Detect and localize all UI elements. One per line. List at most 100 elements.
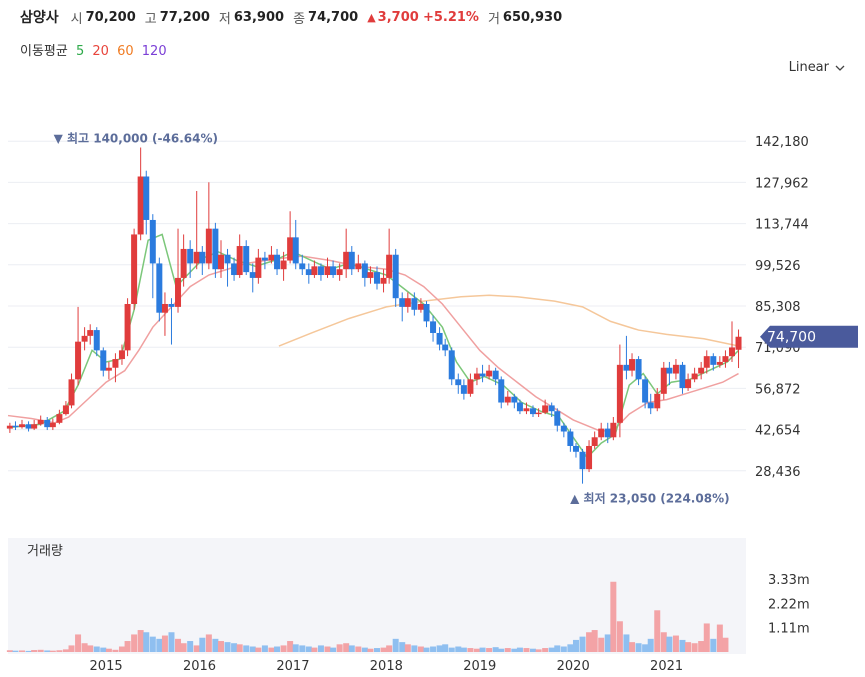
volume-bar [161,635,168,652]
candle-body [460,385,467,394]
high-label: 고 [144,11,157,27]
volume-bar [355,646,362,652]
volume-bar [436,645,443,652]
candle-body [217,254,224,270]
volume-bar [530,648,537,652]
volume-bar [629,642,636,652]
candle-body [392,254,399,299]
candle-body [205,228,212,264]
candle-body [716,361,723,365]
price-tick-label: 28,436 [755,465,801,480]
moving-average-lines [7,233,740,459]
candle-body [193,251,200,264]
time-tick-label: 2021 [650,659,683,674]
time-tick-label: 2015 [90,659,123,674]
candle-body [654,393,661,409]
candle-body [12,425,19,428]
volume-bar [672,635,679,652]
volume-bar [572,639,579,652]
candle-body [642,379,649,403]
volume-bar [243,645,250,652]
volume-label: 거 [487,11,500,27]
price-axis: 142,180127,962113,74499,52685,30871,0905… [755,135,809,480]
candle-body [386,254,393,278]
candle-body [542,405,549,413]
candle-body [105,367,112,371]
volume-bar [305,646,312,652]
candle-body [131,234,138,304]
volume-bar [255,647,262,652]
candle-body [156,263,163,313]
volume-bar [386,645,393,652]
candle-body [268,254,275,261]
min-price-annotation: ▲ 최저 23,050 (224.08%) [570,490,729,505]
volume-bar [44,650,51,652]
volume-bar [199,637,206,652]
candle-body [448,350,455,380]
candle-body [93,330,100,351]
volume-bar [716,624,723,652]
volume-bar [261,645,268,652]
volume-bar [49,650,56,652]
volume-bar [112,649,119,652]
time-tick-label: 2020 [557,659,590,674]
candle-body [374,272,380,284]
volume-bar [374,648,380,652]
volume-bar [193,645,200,652]
candle-body [586,445,593,470]
price-tick-label: 85,308 [755,300,801,315]
volume-tick-label: 2.22m [768,597,810,612]
time-axis: 2015 2016 2017 2018 2019 2020 2021 [90,659,684,674]
candle-body [317,266,324,276]
candle-body [137,176,144,235]
volume-bar [504,648,511,652]
volume-bar [180,643,187,652]
candle-body [548,405,555,412]
candle-body [417,303,424,310]
volume-bar [367,648,374,652]
candle-body [473,373,480,380]
candle-body [100,350,107,371]
volume-bar [217,641,224,652]
candle-body [6,425,13,429]
volume-bar [511,648,518,652]
scale-label: Linear [788,60,829,75]
price-tick-label: 113,744 [755,218,809,233]
ma60-line [278,294,739,347]
scale-selector[interactable]: Linear [789,60,845,75]
candle-body [698,367,705,374]
ma20-line [7,255,739,433]
candle-body [336,269,343,276]
ma5-legend-item[interactable]: 5 [75,44,85,59]
stock-name: 삼양사 [20,10,59,26]
volume-bar [691,643,698,652]
candle-body [31,424,38,429]
volume-bar [411,645,418,652]
candle-body [212,228,219,270]
candle-body [161,303,168,313]
candle-body [249,272,256,278]
candle-body [567,431,574,446]
volume-bar [6,650,13,652]
ma60-legend-item[interactable]: 60 [117,44,134,59]
ma120-legend-item[interactable]: 120 [141,44,167,59]
volume-bar [473,648,480,652]
candle-body [679,364,686,389]
volume-bar [236,644,243,652]
close-label: 종 [293,11,306,27]
candle-body [442,344,449,351]
candle-body [629,359,636,371]
volume-bar [567,644,574,652]
volume-bar [81,643,88,652]
candle-body [735,336,742,350]
ma20-legend-item[interactable]: 20 [92,44,109,59]
volume-bar [710,638,717,652]
ma-legend-title: 이동평균 [20,44,68,59]
close-value: 74,700 [308,9,359,25]
candle-body [479,373,486,377]
volume-bar [660,632,667,652]
time-tick-label: 2017 [276,659,309,674]
price-grid [8,140,746,472]
candle-body [261,257,268,261]
